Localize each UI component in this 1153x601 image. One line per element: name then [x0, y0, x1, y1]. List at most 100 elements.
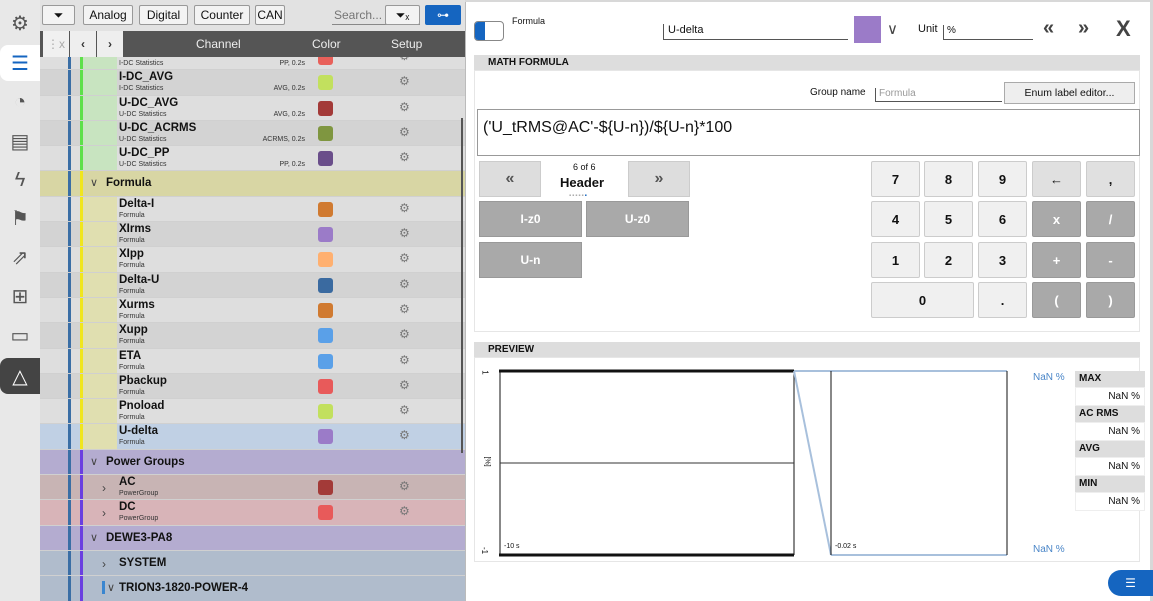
gear-icon[interactable]: ⚙: [399, 99, 410, 114]
group-row[interactable]: ∨ Power Groups: [40, 449, 465, 476]
gear-icon[interactable]: ⚙: [11, 12, 29, 35]
key-1[interactable]: 8: [924, 161, 973, 197]
channel-name-input[interactable]: U-delta: [663, 24, 848, 40]
key-8[interactable]: x: [1032, 201, 1081, 237]
key-3[interactable]: ←: [1032, 161, 1081, 197]
key-12[interactable]: 3: [978, 242, 1027, 278]
color-swatch[interactable]: [318, 252, 333, 268]
function-button-i-z0[interactable]: I-z0: [479, 201, 582, 237]
group-row[interactable]: ∨ TRION3-1820-POWER-4: [40, 576, 465, 601]
list-icon[interactable]: ☰: [0, 45, 40, 81]
next-channel-button[interactable]: »: [1078, 17, 1090, 39]
key-4[interactable]: ,: [1086, 161, 1135, 197]
filter-button[interactable]: ⏷: [42, 5, 75, 25]
channel-row[interactable]: ETA Formula ⚙: [40, 348, 465, 374]
color-swatch[interactable]: [318, 75, 333, 91]
gear-icon[interactable]: ⚙: [399, 479, 410, 494]
clear-filter-button[interactable]: ⏷ₓ: [385, 5, 420, 25]
color-picker-swatch[interactable]: [854, 16, 881, 43]
channel-row[interactable]: U-DC_PP U-DC Statistics PP, 0.2s ⚙: [40, 146, 465, 172]
key-15[interactable]: 0: [871, 282, 974, 318]
channel-list-toggle-button[interactable]: ☰: [1108, 570, 1153, 596]
key-14[interactable]: -: [1086, 242, 1135, 278]
group-row[interactable]: › SYSTEM: [40, 550, 465, 577]
gear-icon[interactable]: ⚙: [399, 352, 410, 367]
channel-row[interactable]: Pnoload Formula ⚙: [40, 399, 465, 425]
gear-icon[interactable]: ⚙: [399, 428, 410, 443]
key-18[interactable]: ): [1086, 282, 1135, 318]
channel-row[interactable]: Pbackup Formula ⚙: [40, 373, 465, 400]
gear-icon[interactable]: ⚙: [399, 251, 410, 266]
counter-filter-button[interactable]: Counter: [194, 5, 250, 25]
gear-icon[interactable]: ⚙: [399, 276, 410, 291]
gear-icon[interactable]: ⚙: [399, 504, 410, 519]
channel-row[interactable]: U-DC_ACRMS U-DC Statistics ACRMS, 0.2s ⚙: [40, 120, 465, 147]
clear-columns-icon[interactable]: ⋮x: [43, 31, 69, 57]
gear-icon[interactable]: ⚙: [399, 124, 410, 139]
color-swatch[interactable]: [318, 100, 333, 116]
channel-row[interactable]: U-DC_AVG U-DC Statistics AVG, 0.2s ⚙: [40, 95, 465, 121]
column-header-setup[interactable]: Setup: [391, 37, 423, 51]
color-swatch[interactable]: [318, 505, 333, 521]
key-7[interactable]: 6: [978, 201, 1027, 237]
key-2[interactable]: 9: [978, 161, 1027, 197]
gear-icon[interactable]: ⚙: [399, 150, 410, 165]
lightning-icon[interactable]: ϟ: [14, 168, 26, 191]
chevron-right-icon[interactable]: ›: [102, 556, 106, 571]
gear-icon[interactable]: ⚙: [399, 403, 410, 418]
group-row[interactable]: ∨ Formula: [40, 171, 465, 197]
key-13[interactable]: +: [1032, 242, 1081, 278]
gear-icon[interactable]: ⚙: [399, 377, 410, 392]
color-swatch[interactable]: [318, 277, 333, 293]
column-header-channel[interactable]: Channel: [196, 37, 241, 51]
channel-row[interactable]: Xupp Formula ⚙: [40, 323, 465, 349]
key-16[interactable]: .: [978, 282, 1027, 318]
chevron-right-icon[interactable]: ›: [102, 506, 106, 521]
chevron-right-icon[interactable]: ›: [102, 481, 106, 496]
gear-icon[interactable]: ⚙: [399, 327, 410, 342]
enable-toggle[interactable]: [474, 21, 504, 41]
key-5[interactable]: 4: [871, 201, 920, 237]
formula-input[interactable]: ('U_tRMS@AC'-${U-n})/${U-n}*100: [477, 109, 1140, 156]
chevron-down-icon[interactable]: ∨: [102, 581, 115, 595]
gear-icon[interactable]: ⚙: [399, 226, 410, 241]
color-swatch[interactable]: [318, 125, 333, 141]
key-0[interactable]: 7: [871, 161, 920, 197]
can-filter-button[interactable]: CAN: [255, 5, 285, 25]
scrollbar[interactable]: [461, 118, 463, 453]
next-page-button[interactable]: »: [628, 161, 690, 197]
gauge-icon[interactable]: ◔: [13, 90, 27, 113]
unit-input[interactable]: %: [943, 25, 1033, 40]
car-icon[interactable]: ▭: [10, 324, 30, 347]
group-row[interactable]: ∨ DEWE3-PA8: [40, 525, 465, 551]
function-button-u-n[interactable]: U-n: [479, 242, 582, 278]
channel-row[interactable]: I-DC_AVG I-DC Statistics AVG, 0.2s ⚙: [40, 70, 465, 96]
channel-row[interactable]: Delta-I Formula ⚙: [40, 196, 465, 223]
chevron-down-icon[interactable]: ∨: [887, 21, 898, 38]
triangle-icon[interactable]: △: [0, 358, 40, 394]
channel-row[interactable]: Delta-U Formula ⚙: [40, 272, 465, 298]
key-6[interactable]: 5: [924, 201, 973, 237]
report-icon[interactable]: ▤: [10, 130, 30, 153]
export-icon[interactable]: ⇗: [11, 246, 29, 269]
analog-filter-button[interactable]: Analog: [83, 5, 133, 25]
flag-icon[interactable]: ⚑: [11, 207, 29, 230]
group-row[interactable]: › AC PowerGroup ⚙: [40, 475, 465, 501]
gear-icon[interactable]: ⚙: [399, 200, 410, 215]
channel-row[interactable]: XIpp Formula ⚙: [40, 247, 465, 273]
chevron-down-icon[interactable]: ∨: [90, 455, 99, 468]
color-swatch[interactable]: [318, 227, 333, 243]
key-10[interactable]: 1: [871, 242, 920, 278]
color-swatch[interactable]: [318, 302, 333, 318]
group-row[interactable]: › DC PowerGroup ⚙: [40, 500, 465, 526]
channel-row[interactable]: U-delta Formula ⚙: [40, 424, 465, 450]
scroll-right-button[interactable]: ›: [97, 31, 123, 57]
group-name-input[interactable]: Formula: [875, 88, 1002, 102]
gear-icon[interactable]: ⚙: [399, 74, 410, 89]
function-button-u-z0[interactable]: U-z0: [586, 201, 689, 237]
color-swatch[interactable]: [318, 480, 333, 496]
column-header-color[interactable]: Color: [312, 37, 341, 51]
enum-label-editor-button[interactable]: Enum label editor...: [1004, 82, 1135, 104]
channel-row[interactable]: Xurms Formula ⚙: [40, 297, 465, 324]
network-icon[interactable]: ⊞: [11, 285, 29, 308]
